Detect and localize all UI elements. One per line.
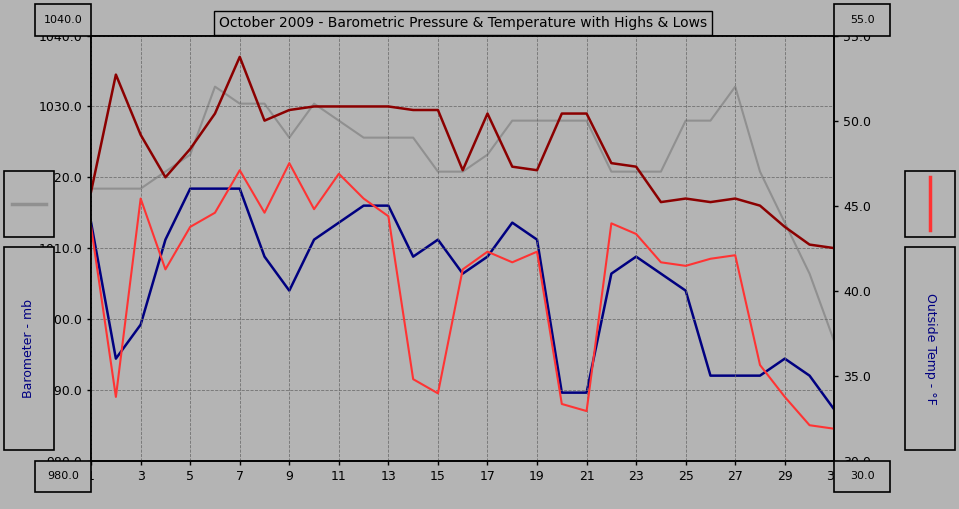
Text: 980.0: 980.0 [47, 471, 80, 482]
Text: Outside Temp - °F: Outside Temp - °F [924, 293, 937, 405]
Text: Barometer - mb: Barometer - mb [22, 299, 35, 398]
Text: 30.0: 30.0 [850, 471, 875, 482]
Text: 1040.0: 1040.0 [44, 15, 82, 25]
Title: October 2009 - Barometric Pressure & Temperature with Highs & Lows: October 2009 - Barometric Pressure & Tem… [219, 16, 707, 31]
Text: 55.0: 55.0 [850, 15, 875, 25]
